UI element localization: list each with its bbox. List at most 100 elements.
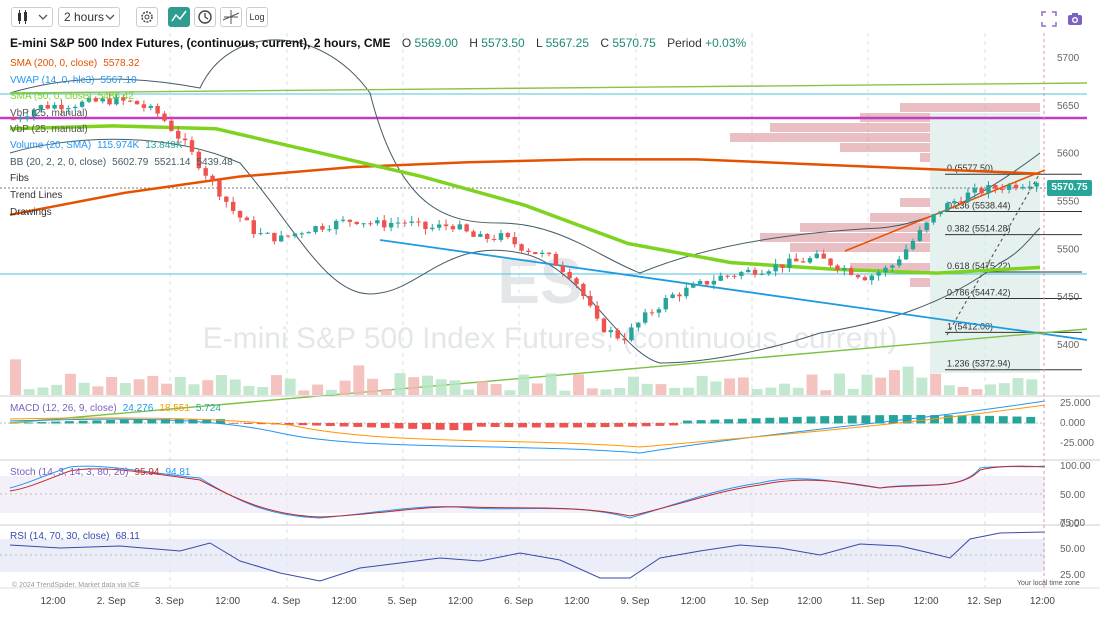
macd-histogram-bar [394, 423, 404, 429]
candle-body [237, 210, 243, 218]
volume-bar [696, 376, 708, 395]
volume-bar [765, 387, 777, 395]
rsi-tick-label: 50.00 [1060, 544, 1085, 555]
candle-body [354, 221, 359, 225]
watermark-name: E-mini S&P 500 Index Futures, (continuou… [203, 322, 898, 355]
chart-canvas[interactable]: ES E-mini S&P 500 Index Futures, (contin… [0, 33, 1100, 621]
replay-button[interactable] [194, 7, 216, 27]
volume-value-2: 13.849K [145, 140, 183, 151]
macd-histogram-bar [284, 423, 294, 425]
macd-histogram-bar [64, 421, 74, 424]
macd-histogram-bar [792, 416, 802, 424]
stoch-d-value: 94.81 [165, 467, 191, 478]
gear-icon [141, 11, 153, 23]
settings-button[interactable] [136, 7, 158, 27]
legend-vwap[interactable]: VWAP (14, 0, hlc3) 5567.10 [10, 75, 143, 86]
legend-vbp-2[interactable]: VbP (25, manual) [10, 124, 94, 135]
volume-bar [792, 387, 804, 395]
macd-histogram-bar [449, 423, 459, 431]
candle-body [821, 253, 826, 259]
candle-body [327, 229, 332, 231]
timeframe-label: 2 hours [64, 10, 105, 24]
time-tick-label: 12:00 [564, 596, 589, 607]
candle-body [169, 120, 174, 131]
candle-body [560, 265, 565, 272]
fib-label: 0.618 (5475.22) [947, 261, 1011, 271]
vbp2-label: VbP (25, manual) [10, 124, 88, 135]
volume-bar [682, 387, 694, 395]
macd-histogram-bar [504, 423, 514, 428]
timeframe-dropdown[interactable]: 2 hours [58, 7, 120, 27]
legend-macd[interactable]: MACD (12, 26, 9, close) 24.276 18.551 5.724 [10, 403, 227, 414]
toolbar: 2 hours Log [0, 0, 1100, 33]
legend-drawings[interactable]: Drawings [10, 207, 58, 218]
macd-histogram-bar [37, 422, 47, 424]
volume-bar [64, 373, 76, 395]
volume-bar [573, 374, 585, 395]
volume-bar [861, 374, 873, 395]
macd-histogram-bar [710, 419, 720, 424]
macd-tick-label: 0.000 [1060, 418, 1085, 429]
candle-body [581, 283, 586, 296]
trend-line-channel [844, 169, 1046, 252]
candle-body [903, 249, 909, 260]
candle-body [189, 140, 195, 152]
candle-body [642, 312, 648, 323]
legend-volume[interactable]: Volume (20, SMA) 115.974K 13.849K [10, 140, 189, 151]
chart-type-dropdown[interactable] [11, 7, 53, 27]
rsi-tick-label: 75.00 [1060, 518, 1085, 529]
trend-line-down [379, 239, 1088, 341]
legend-sma50[interactable]: SMA (50, 0, close) 5486.42 [10, 91, 140, 102]
candle-body [203, 168, 208, 176]
macd-histogram-bar [78, 420, 88, 424]
candle-body [127, 100, 133, 102]
volume-bar [806, 374, 818, 395]
camera-icon[interactable] [1067, 11, 1083, 27]
legend-vbp-1[interactable]: VbP (25, manual) [10, 108, 94, 119]
candle-body [141, 104, 147, 108]
fib-label: 0.786 (5447.42) [947, 288, 1011, 298]
indicators-button[interactable] [168, 7, 190, 27]
vwap-value: 5567.10 [100, 75, 137, 86]
sma50-value: 5486.42 [97, 91, 134, 102]
candle-body [382, 220, 387, 228]
macd-histogram-bar [161, 419, 170, 424]
legend-stoch[interactable]: Stoch (14, 3, 14, 3, 80, 20) 95.94 94.81 [10, 467, 196, 478]
candle-body [910, 240, 916, 250]
macd-histogram-bar [875, 415, 885, 424]
legend-trend-lines[interactable]: Trend Lines [10, 190, 68, 201]
macd-histogram-value: 5.724 [195, 403, 221, 414]
sma200-value: 5578.32 [103, 58, 140, 69]
candle-body [52, 104, 57, 109]
candle-body [890, 265, 895, 268]
volume-bar [229, 379, 241, 395]
volume-bar [655, 384, 667, 395]
macd-histogram-bar [476, 423, 486, 427]
volume-bar [751, 388, 763, 395]
candle-body [306, 232, 311, 234]
fullscreen-icon[interactable] [1041, 11, 1057, 27]
log-scale-button[interactable]: Log [246, 7, 268, 27]
candle-body [340, 219, 346, 221]
period-label: Period [667, 36, 702, 50]
candle-body [574, 278, 579, 284]
macd-histogram-bar [408, 423, 418, 429]
legend-bb[interactable]: BB (20, 2, 2, 0, close) 5602.79 5521.14 543… [10, 157, 239, 168]
legend-fibs[interactable]: Fibs [10, 173, 35, 184]
candle-body [848, 268, 854, 276]
candle-body [800, 261, 806, 263]
candle-body [842, 268, 847, 270]
legend-sma200[interactable]: SMA (200, 0, close) 5578.32 [10, 58, 145, 69]
sma50-label: SMA (50, 0, close) [10, 91, 92, 102]
candle-body [855, 275, 861, 278]
candle-body [18, 118, 23, 120]
volume-bar [394, 373, 406, 395]
time-tick-label: 3. Sep [155, 596, 184, 607]
legend-rsi[interactable]: RSI (14, 70, 30, close) 68.11 [10, 531, 146, 542]
drawing-tools-button[interactable] [220, 7, 242, 27]
candle-body [423, 221, 428, 230]
candle-body [745, 269, 751, 273]
candle-body [375, 220, 380, 224]
candle-body [11, 119, 16, 121]
crosshair-icon [222, 10, 240, 24]
